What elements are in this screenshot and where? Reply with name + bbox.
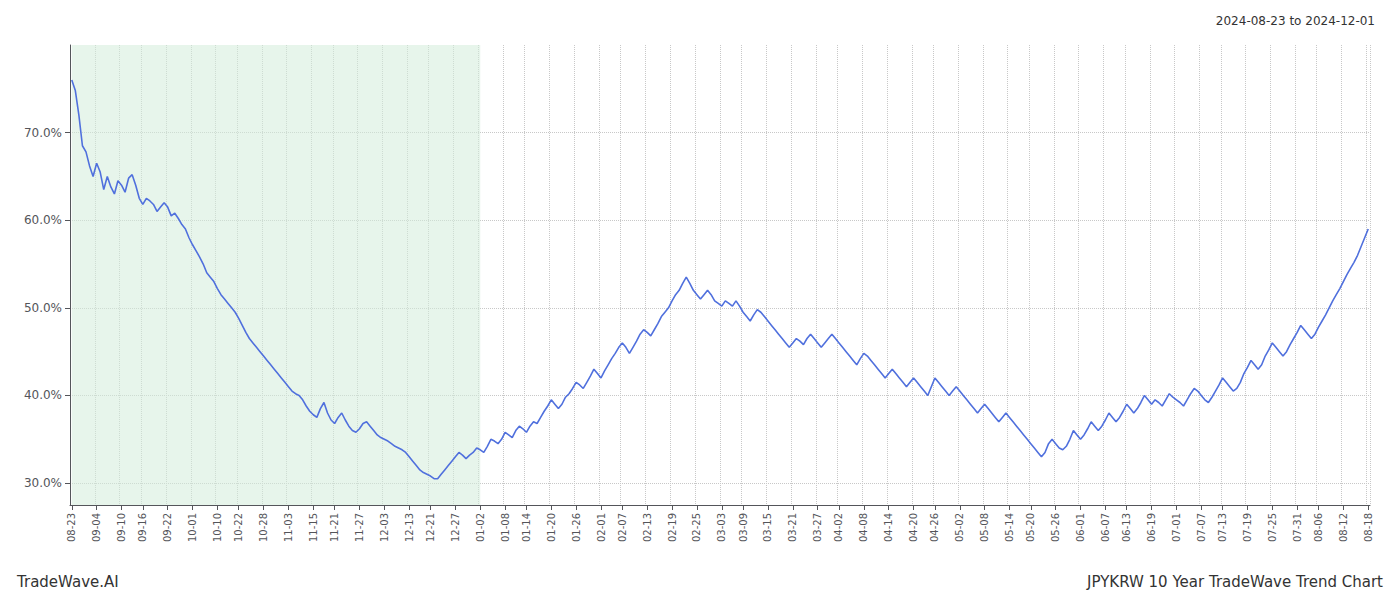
svg-text:02-07: 02-07 [617, 513, 628, 542]
svg-text:11-15: 11-15 [308, 513, 319, 542]
svg-text:06-07: 06-07 [1100, 513, 1111, 542]
svg-text:01-20: 01-20 [546, 513, 557, 542]
svg-text:07-25: 07-25 [1267, 513, 1278, 542]
svg-text:03-27: 03-27 [812, 513, 823, 542]
svg-text:10-22: 10-22 [233, 513, 244, 542]
svg-text:05-14: 05-14 [1004, 513, 1015, 542]
svg-text:06-13: 06-13 [1121, 513, 1132, 542]
svg-text:12-27: 12-27 [450, 513, 461, 542]
svg-text:08-06: 08-06 [1313, 513, 1324, 542]
svg-text:04-02: 04-02 [833, 513, 844, 542]
svg-text:03-21: 03-21 [787, 513, 798, 542]
svg-text:12-03: 12-03 [379, 513, 390, 542]
svg-text:2024-08-23 to 2024-12-01: 2024-08-23 to 2024-12-01 [1216, 14, 1375, 28]
svg-text:05-20: 05-20 [1025, 513, 1036, 542]
svg-text:06-19: 06-19 [1146, 513, 1157, 542]
svg-text:06-01: 06-01 [1075, 513, 1086, 542]
svg-text:11-21: 11-21 [329, 513, 340, 542]
svg-text:02-25: 02-25 [691, 513, 702, 542]
svg-text:TradeWave.AI: TradeWave.AI [16, 573, 119, 591]
svg-text:50.0%: 50.0% [24, 301, 62, 315]
svg-text:05-02: 05-02 [954, 513, 965, 542]
svg-text:09-16: 09-16 [137, 513, 148, 542]
svg-text:05-08: 05-08 [979, 513, 990, 542]
svg-text:JPYKRW 10 Year TradeWave Trend: JPYKRW 10 Year TradeWave Trend Chart [1086, 573, 1383, 591]
svg-text:02-19: 02-19 [667, 513, 678, 542]
svg-text:08-18: 08-18 [1363, 513, 1374, 542]
svg-text:30.0%: 30.0% [24, 476, 62, 490]
svg-text:10-10: 10-10 [212, 513, 223, 542]
svg-text:02-13: 02-13 [642, 513, 653, 542]
svg-text:07-19: 07-19 [1242, 513, 1253, 542]
svg-text:01-14: 01-14 [521, 513, 532, 542]
svg-text:12-13: 12-13 [404, 513, 415, 542]
svg-text:07-07: 07-07 [1196, 513, 1207, 542]
svg-text:01-08: 01-08 [500, 513, 511, 542]
svg-text:12-21: 12-21 [425, 513, 436, 542]
svg-text:09-04: 09-04 [91, 513, 102, 542]
svg-text:07-01: 07-01 [1171, 513, 1182, 542]
svg-text:40.0%: 40.0% [24, 388, 62, 402]
svg-text:02-01: 02-01 [596, 513, 607, 542]
svg-text:11-27: 11-27 [354, 513, 365, 542]
svg-text:05-26: 05-26 [1050, 513, 1061, 542]
svg-text:03-03: 03-03 [716, 513, 727, 542]
svg-text:01-26: 01-26 [571, 513, 582, 542]
svg-text:70.0%: 70.0% [24, 126, 62, 140]
svg-text:03-15: 03-15 [762, 513, 773, 542]
svg-text:10-28: 10-28 [258, 513, 269, 542]
svg-text:60.0%: 60.0% [24, 213, 62, 227]
svg-text:04-08: 04-08 [858, 513, 869, 542]
svg-text:04-14: 04-14 [883, 513, 894, 542]
svg-text:09-10: 09-10 [116, 513, 127, 542]
svg-text:11-03: 11-03 [283, 513, 294, 542]
svg-text:09-22: 09-22 [162, 513, 173, 542]
svg-text:10-01: 10-01 [187, 513, 198, 542]
svg-text:03-09: 03-09 [738, 513, 749, 542]
svg-text:04-20: 04-20 [908, 513, 919, 542]
svg-text:07-31: 07-31 [1292, 513, 1303, 542]
svg-text:07-13: 07-13 [1217, 513, 1228, 542]
svg-text:04-26: 04-26 [929, 513, 940, 542]
svg-text:08-23: 08-23 [66, 513, 77, 542]
svg-text:08-12: 08-12 [1338, 513, 1349, 542]
svg-text:01-02: 01-02 [475, 513, 486, 542]
